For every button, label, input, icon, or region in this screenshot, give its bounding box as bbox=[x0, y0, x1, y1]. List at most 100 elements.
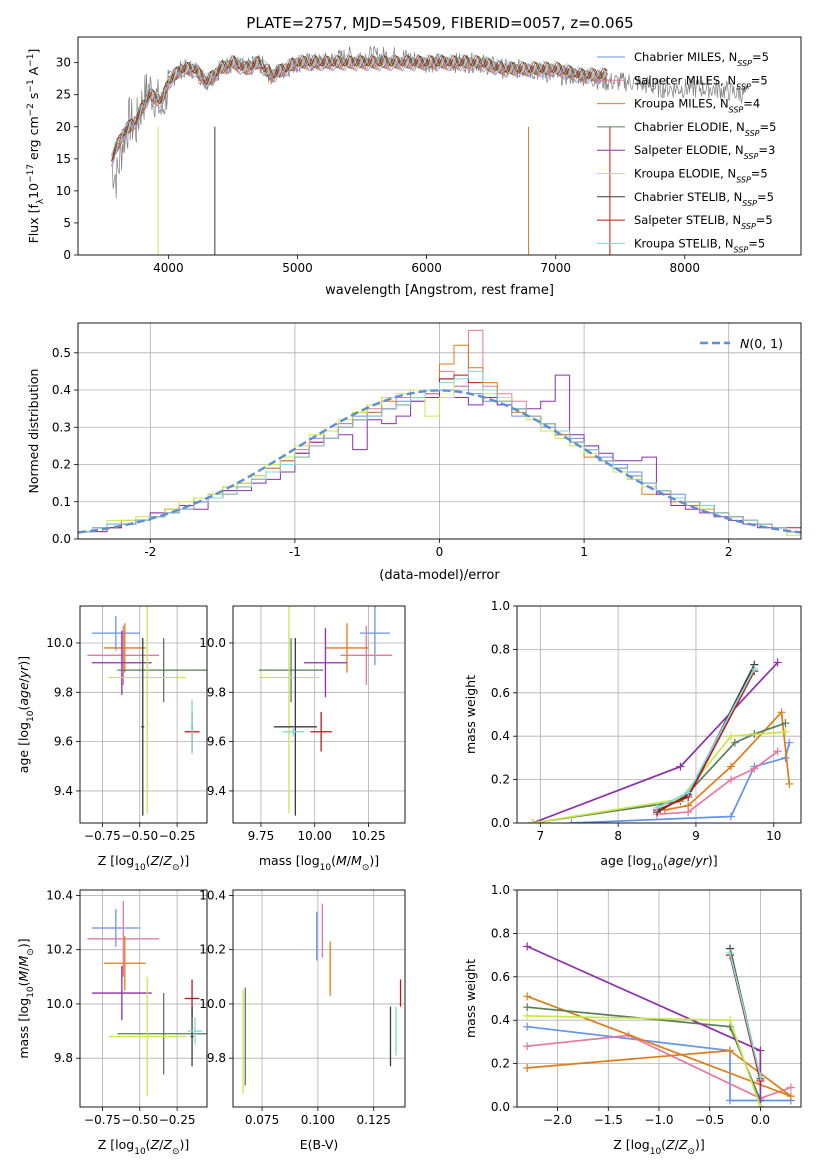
panel-7: 0.075 0.100 0.125 9.8 10.0 10.2 10.4 E(B-V) bbox=[199, 888, 406, 1152]
x-tick-label: 7000 bbox=[540, 261, 571, 275]
y-tick-label: 10.0 bbox=[46, 997, 73, 1011]
plot-area bbox=[242, 903, 402, 1094]
model-line bbox=[111, 53, 608, 158]
point-marker bbox=[523, 1063, 532, 1072]
point-marker bbox=[726, 948, 734, 957]
x-axis-label: Z [log10(Z/Z⊙)] bbox=[98, 853, 190, 873]
legend-entry: Salpeter STELIB, NSSP=5 bbox=[634, 213, 773, 231]
y-tick-label: 0.6 bbox=[491, 970, 510, 984]
panel-2: -2 -1 0 1 2 0.0 0.1 0.2 0.3 0.4 0.5 (data-model)/er… bbox=[26, 322, 802, 583]
point-marker bbox=[653, 803, 662, 812]
y-tick-label: 25 bbox=[56, 88, 71, 102]
y-tick-label: 10.4 bbox=[46, 888, 73, 902]
x-tick-label: 4000 bbox=[153, 261, 184, 275]
point-marker bbox=[756, 1046, 765, 1055]
x-tick-label: −1.0 bbox=[644, 1113, 673, 1127]
y-tick-label: 9.8 bbox=[207, 685, 226, 699]
y-tick-label: 30 bbox=[56, 56, 71, 70]
x-axis-label: (data-model)/error bbox=[379, 568, 500, 583]
y-tick-label: 0.2 bbox=[491, 1057, 510, 1071]
gridlines bbox=[517, 605, 801, 824]
y-tick-label: 0.3 bbox=[52, 420, 71, 434]
point-marker bbox=[756, 1103, 765, 1107]
y-tick-label: 9.8 bbox=[54, 685, 73, 699]
legend: Chabrier MILES, NSSP=5 Salpeter MILES, NS… bbox=[597, 50, 776, 254]
figure-title: PLATE=2757, MJD=54509, FIBERID=0057, z=0… bbox=[246, 14, 633, 32]
x-axis-label: Z [log10(Z/Z⊙)] bbox=[98, 1137, 190, 1157]
y-tick-label: 15 bbox=[56, 152, 71, 166]
y-tick-label: 0.5 bbox=[52, 346, 71, 360]
plot-area bbox=[111, 45, 750, 255]
y-axis-label: mass [log10(M/M⊙)] bbox=[16, 938, 36, 1058]
y-tick-label: 0.2 bbox=[491, 773, 510, 787]
legend-entry: Chabrier ELODIE, NSSP=5 bbox=[634, 120, 776, 138]
plot-area bbox=[87, 900, 207, 1097]
y-tick-label: 10 bbox=[56, 184, 71, 198]
x-tick-label: 7 bbox=[537, 829, 545, 843]
gridlines bbox=[80, 890, 207, 1107]
point-marker bbox=[773, 658, 782, 667]
x-tick-label: 8000 bbox=[670, 261, 701, 275]
x-axis-label: E(B-V) bbox=[300, 1137, 339, 1152]
x-tick-label: 9.75 bbox=[248, 829, 275, 843]
mass-weight-line bbox=[527, 1015, 762, 1107]
y-tick-label: 9.8 bbox=[207, 1051, 226, 1065]
legend-entry: Chabrier MILES, NSSP=5 bbox=[634, 50, 769, 68]
y-axis-label: mass weight bbox=[463, 959, 478, 1038]
point-marker bbox=[523, 1022, 532, 1031]
legend-entry: N(0, 1) bbox=[740, 336, 783, 351]
gridlines bbox=[233, 606, 405, 823]
x-tick-label: −0.50 bbox=[121, 1113, 158, 1127]
point-marker bbox=[756, 1072, 765, 1081]
x-tick-label: −0.5 bbox=[695, 1113, 724, 1127]
y-axis-label: age [log10(age/yr)] bbox=[16, 656, 36, 773]
point-marker bbox=[528, 819, 537, 823]
axes-frame bbox=[232, 605, 406, 824]
gridlines bbox=[80, 606, 207, 823]
point-marker bbox=[684, 801, 693, 810]
y-tick-label: 0.2 bbox=[52, 458, 71, 472]
y-tick-label: 0.0 bbox=[52, 532, 71, 546]
model-line bbox=[111, 56, 608, 155]
y-axis-label: Normed distribution bbox=[26, 369, 41, 494]
x-tick-label: −0.75 bbox=[84, 1113, 121, 1127]
x-axis-label: mass [log10(M/M⊙)] bbox=[259, 853, 379, 873]
model-line bbox=[111, 59, 608, 166]
plot-area bbox=[528, 658, 794, 823]
y-tick-label: 0.0 bbox=[491, 1100, 510, 1114]
y-axis-label: mass weight bbox=[463, 675, 478, 754]
axes-frame bbox=[232, 889, 406, 1108]
y-tick-label: 0.4 bbox=[52, 383, 71, 397]
point-marker bbox=[730, 738, 739, 747]
y-tick-label: 0.8 bbox=[491, 642, 510, 656]
y-axis-label: Flux [fλ10−17 erg cm−2 s−1 A−1] bbox=[26, 49, 46, 244]
x-tick-label: 10 bbox=[766, 829, 781, 843]
point-marker bbox=[726, 762, 735, 771]
normal-distribution-curve bbox=[78, 389, 801, 534]
x-tick-label: 0.125 bbox=[357, 1113, 391, 1127]
x-tick-label: 2 bbox=[725, 545, 733, 559]
x-axis-label: Z [log10(Z/Z⊙)] bbox=[613, 1137, 705, 1157]
x-tick-label: -1 bbox=[289, 545, 301, 559]
panel-4: 9.75 10.00 10.25 9.4 9.6 9.8 10.0 mass [log10(M… bbox=[199, 605, 406, 873]
point-marker bbox=[726, 1016, 734, 1025]
x-axis-label: wavelength [Angstrom, rest frame] bbox=[325, 283, 554, 298]
y-tick-label: 10.0 bbox=[199, 997, 226, 1011]
plot-area bbox=[78, 329, 801, 536]
y-tick-label: 10.0 bbox=[199, 636, 226, 650]
point-marker bbox=[684, 788, 693, 797]
x-tick-label: -2 bbox=[144, 545, 156, 559]
y-tick-label: 5 bbox=[63, 216, 71, 230]
point-marker bbox=[785, 738, 794, 747]
model-line bbox=[111, 59, 608, 167]
y-tick-label: 0.1 bbox=[52, 495, 71, 509]
point-marker bbox=[786, 1083, 795, 1092]
y-tick-label: 0.6 bbox=[491, 686, 510, 700]
panel-8: −2.0 −1.5 −1.0 −0.5 0.0 0.0 0.2 0.4 0.6 0.8 1.0 Z [… bbox=[463, 883, 802, 1157]
mass-weight-line bbox=[527, 1006, 762, 1101]
y-tick-label: 10.2 bbox=[46, 943, 73, 957]
axes-frame bbox=[79, 605, 208, 824]
y-tick-label: 10.4 bbox=[199, 888, 226, 902]
point-marker bbox=[726, 1096, 734, 1105]
